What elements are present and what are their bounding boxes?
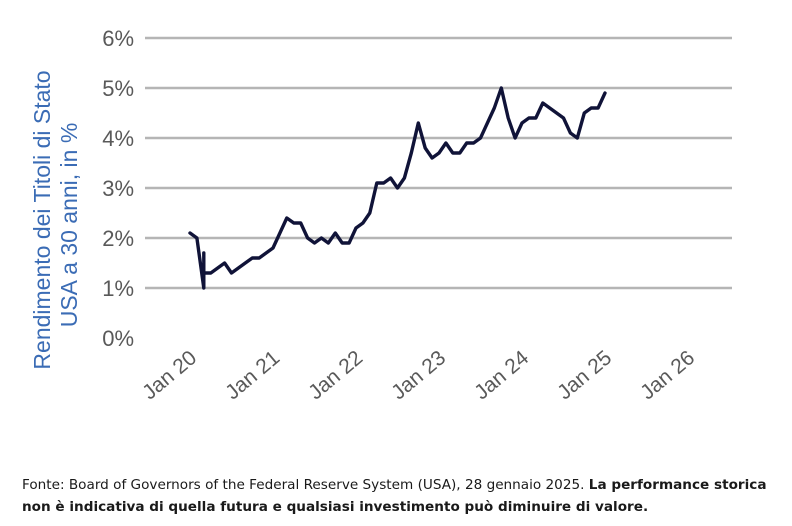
x-tick-label: Jan 21 [221, 346, 284, 404]
x-tick-label: Jan 24 [470, 346, 533, 404]
x-tick-label: Jan 23 [387, 346, 450, 404]
yield-chart: 0%1%2%3%4%5%6% Jan 20 Jan 21 Jan 22 Jan 23 J… [29, 26, 732, 404]
y-axis-label-line-1: Rendimento dei Titoli di Stato [29, 70, 55, 369]
y-tick-label: 2% [102, 226, 134, 251]
source-footnote: Fonte: Board of Governors of the Federal… [22, 474, 782, 518]
y-tick-label: 0% [102, 326, 134, 351]
grid-lines [145, 36, 732, 290]
footnote-disclaimer: La performance storica non è indicativa … [22, 477, 767, 515]
footnote-source: Fonte: Board of Governors of the Federal… [22, 477, 589, 493]
y-axis-tick-labels: 0% 1% 2% 3% 4% 5% 6% [102, 26, 134, 351]
x-tick-label: Jan 26 [636, 346, 699, 404]
y-tick-label: 3% [102, 176, 134, 201]
x-tick-label: Jan 20 [138, 346, 201, 404]
x-tick-label: Jan 22 [304, 346, 367, 404]
yield-series-line [188, 86, 607, 290]
y-tick-label: 6% [102, 26, 134, 51]
y-tick-label: 4% [102, 126, 134, 151]
y-axis-label-line-2: USA a 30 anni, in % [56, 123, 82, 328]
y-tick-label: 1% [102, 276, 134, 301]
x-tick-label: Jan 25 [553, 346, 616, 404]
y-tick-label: 5% [102, 76, 134, 101]
x-axis-tick-labels: Jan 20 Jan 21 Jan 22 Jan 23 Jan 24 Jan 25 Jan … [138, 346, 699, 404]
series-layer [188, 86, 607, 290]
